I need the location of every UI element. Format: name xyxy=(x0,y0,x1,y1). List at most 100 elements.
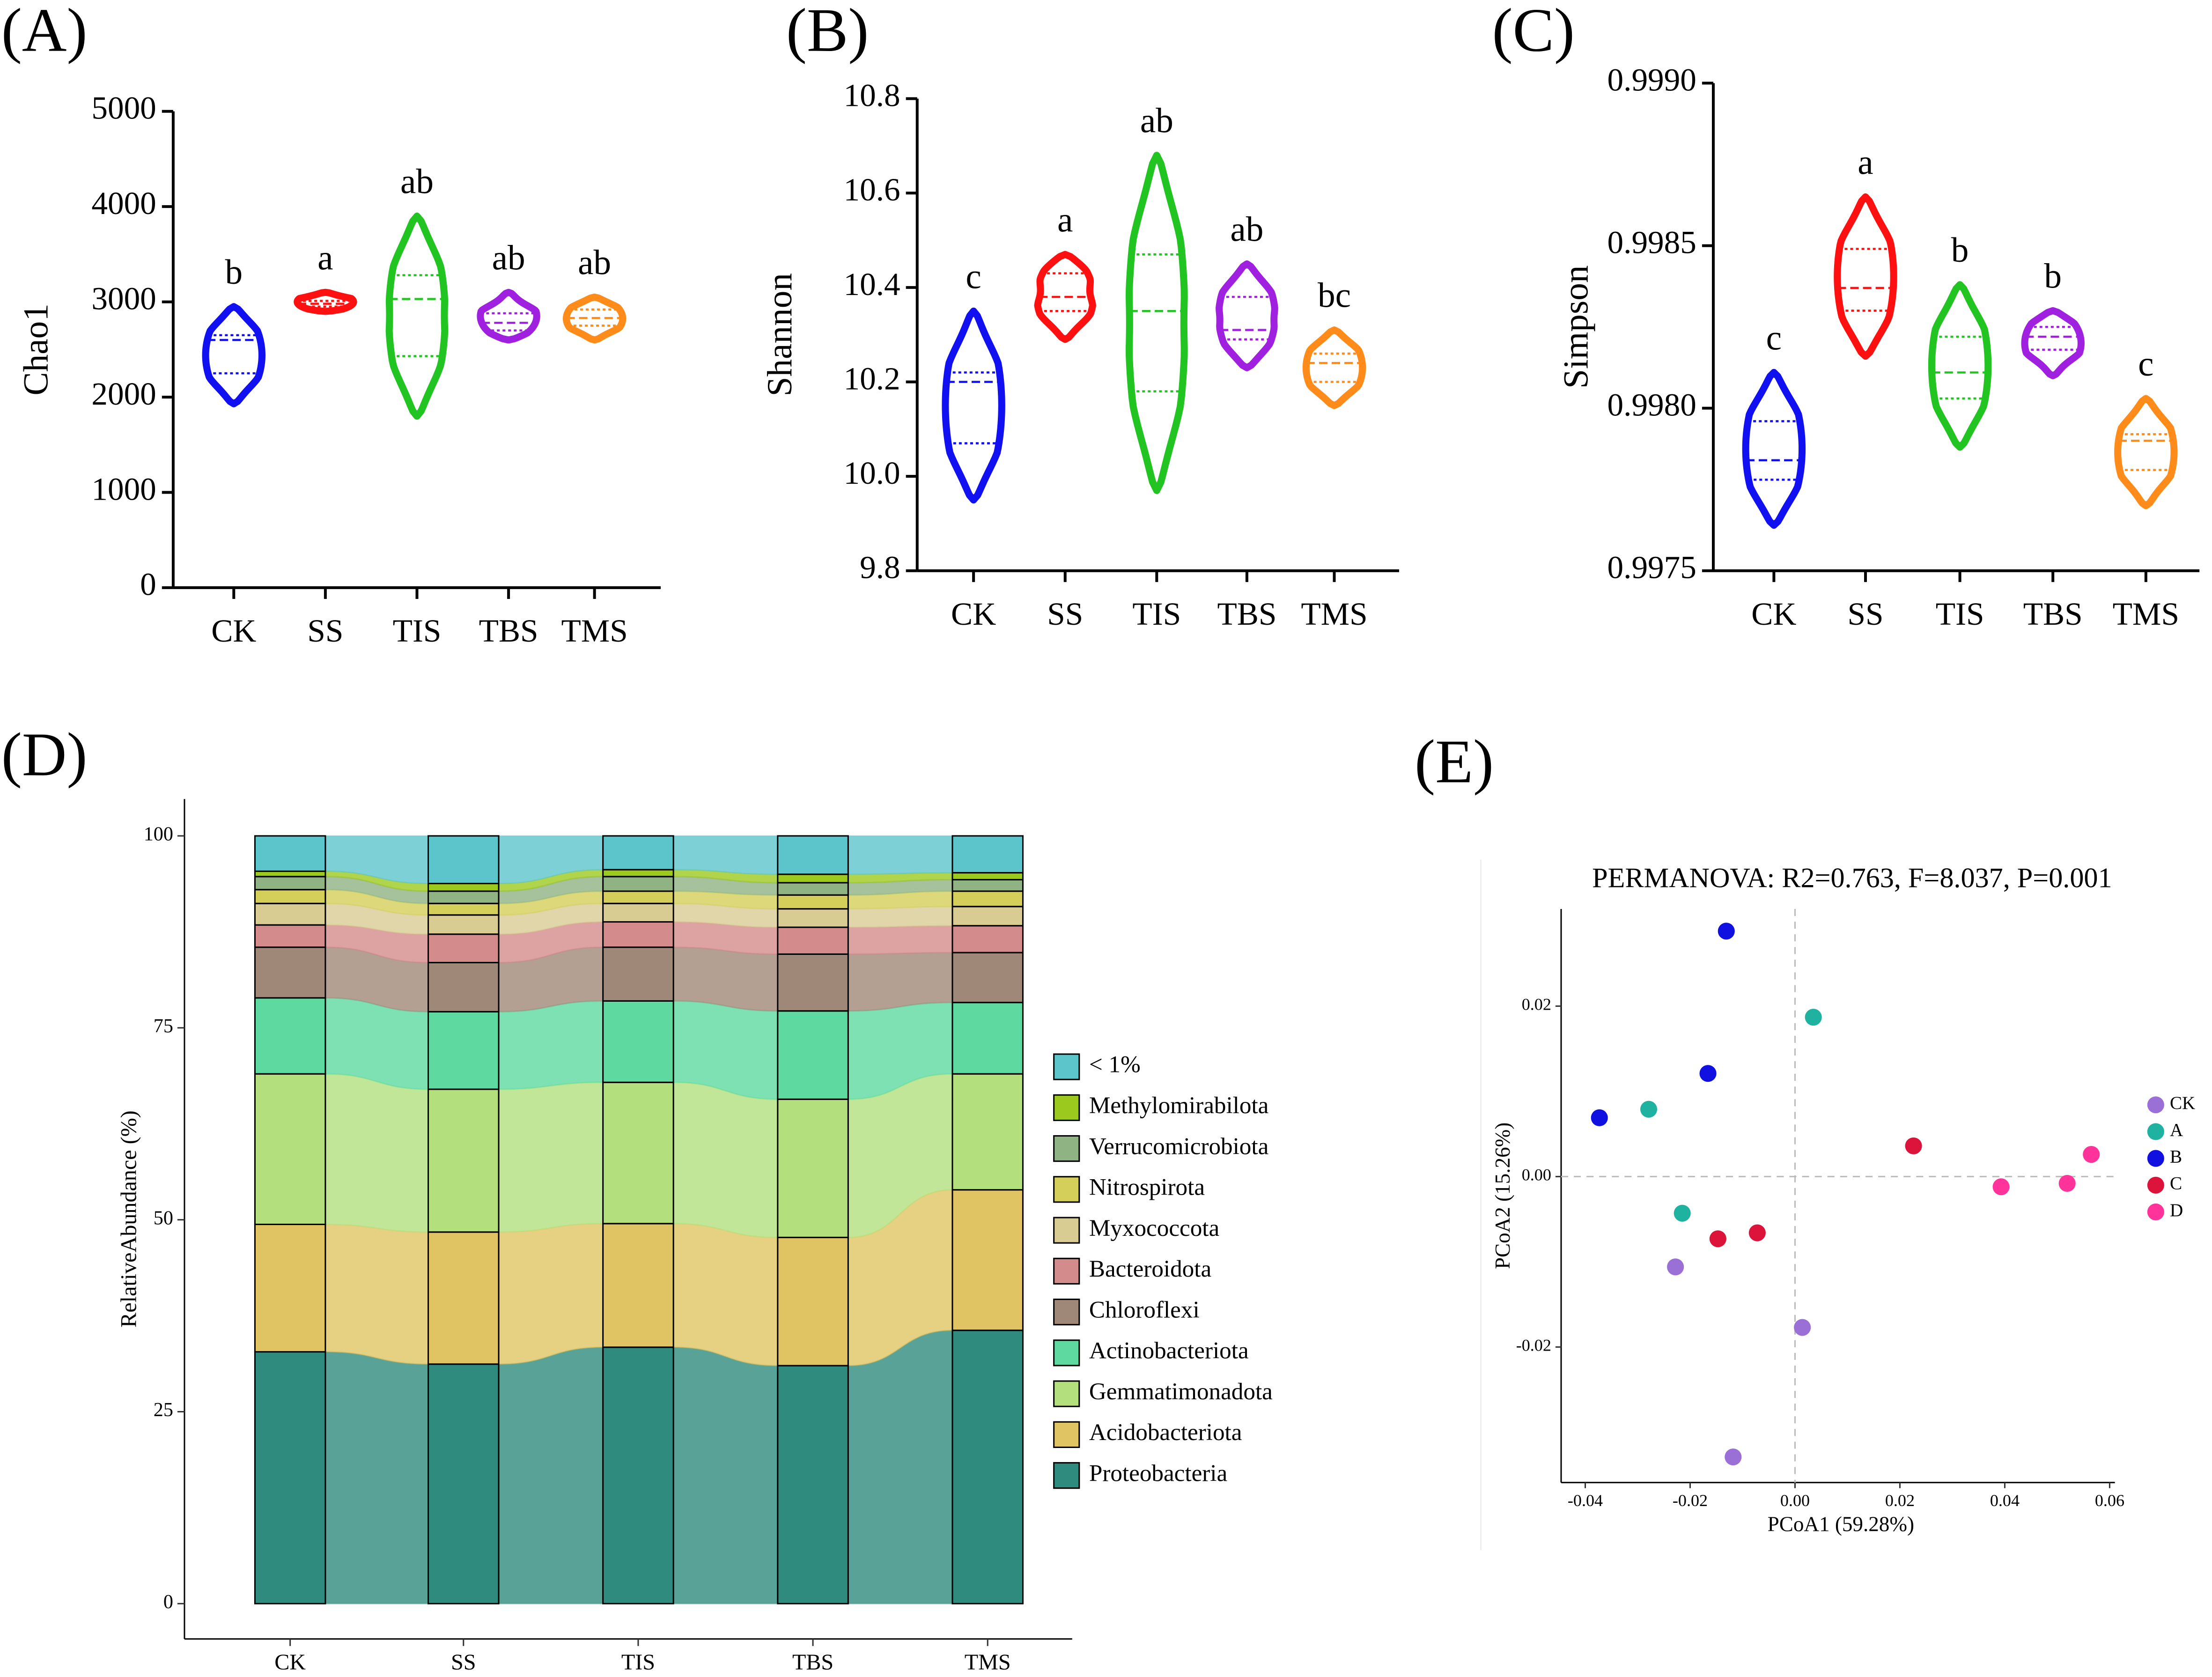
y-tick-label: 10.4 xyxy=(844,266,900,302)
violin xyxy=(562,293,627,344)
bar-segment xyxy=(428,1231,500,1365)
y-tick-label: 100 xyxy=(144,823,173,845)
flow xyxy=(324,1073,429,1233)
bar-segment xyxy=(254,1223,326,1353)
bar-segment xyxy=(254,946,326,999)
y-tick-label: 9.8 xyxy=(860,549,900,585)
bar-segment xyxy=(428,1088,500,1233)
violin xyxy=(1834,193,1897,360)
x-tick-label: SS xyxy=(307,613,343,649)
legend-label: Acidobacteriota xyxy=(1089,1419,1242,1446)
flow xyxy=(498,1000,604,1090)
legend-label: C xyxy=(2170,1174,2182,1194)
point xyxy=(1725,1448,1742,1466)
y-tick-label: 10.2 xyxy=(844,360,900,396)
bar-segment xyxy=(951,890,1024,908)
bar-segment xyxy=(428,933,500,963)
y-axis-label: RelativeAbundance (%) xyxy=(117,1110,141,1328)
y-tick-label: 0.9975 xyxy=(1607,549,1696,585)
y-tick-label: -0.02 xyxy=(1516,1336,1551,1355)
point xyxy=(1674,1204,1691,1222)
significance-letter: bc xyxy=(1318,276,1351,315)
legend-swatch xyxy=(1053,1176,1080,1203)
significance-letter: b xyxy=(225,253,243,292)
point xyxy=(1667,1258,1684,1276)
y-axis-label: Chao1 xyxy=(16,303,55,395)
bar-segment xyxy=(777,835,849,875)
bar-segment xyxy=(777,894,849,910)
bar-segment xyxy=(602,1081,674,1225)
y-axis-label: Simpson xyxy=(1556,265,1595,388)
flow xyxy=(847,1330,953,1604)
violin xyxy=(1302,326,1366,409)
y-tick-label: 0.02 xyxy=(1522,995,1551,1014)
panel-label: (B) xyxy=(786,0,869,65)
bar-segment xyxy=(777,926,849,955)
significance-letter: ab xyxy=(400,163,434,201)
x-tick-label: 0.06 xyxy=(2095,1491,2124,1510)
x-tick-label: CK xyxy=(211,613,256,649)
significance-letter: c xyxy=(2138,345,2153,384)
significance-letter: c xyxy=(966,257,981,296)
legend-label: Actinobacteriota xyxy=(1089,1337,1249,1364)
legend-label: Proteobacteria xyxy=(1089,1460,1227,1486)
x-tick-label: TIS xyxy=(1132,596,1181,632)
x-tick-label: -0.04 xyxy=(1568,1491,1603,1510)
point xyxy=(2083,1146,2100,1163)
legend-label: Bacteroidota xyxy=(1089,1256,1211,1282)
significance-letter: ab xyxy=(492,238,525,277)
bar-segment xyxy=(777,908,849,928)
x-tick-label: SS xyxy=(1847,596,1883,632)
bar-segment xyxy=(602,902,674,923)
y-tick-label: 3000 xyxy=(91,280,156,316)
violin xyxy=(942,307,1005,504)
legend-swatch xyxy=(1053,1380,1080,1407)
legend-swatch xyxy=(1053,1094,1080,1121)
legend-label: Methylomirabilota xyxy=(1089,1092,1268,1119)
violin xyxy=(1742,369,1806,529)
bar-segment xyxy=(951,906,1024,927)
bar-segment xyxy=(777,953,849,1012)
legend-label: Chloroflexi xyxy=(1089,1296,1200,1323)
x-tick-label: CK xyxy=(274,1650,306,1675)
legend-label: Verrucomicrobiota xyxy=(1089,1133,1268,1160)
bar-segment xyxy=(777,1010,849,1100)
flow xyxy=(498,1223,604,1365)
bar-segment xyxy=(428,1363,500,1604)
bar-segment xyxy=(777,873,849,884)
legend-marker xyxy=(2147,1123,2164,1140)
bar-segment xyxy=(602,1000,674,1083)
bar-segment xyxy=(951,925,1024,953)
significance-letter: ab xyxy=(1140,102,1173,140)
y-tick-label: 10.0 xyxy=(844,455,900,491)
bar-segment xyxy=(254,902,326,926)
bar-segment xyxy=(428,914,500,935)
legend-marker xyxy=(2147,1203,2164,1221)
legend-label: CK xyxy=(2170,1093,2195,1113)
violin xyxy=(1034,251,1096,343)
legend-marker xyxy=(2147,1096,2164,1114)
legend-label: Gemmatimonadota xyxy=(1089,1378,1273,1405)
violin xyxy=(477,288,540,344)
flow xyxy=(847,952,953,1012)
x-tick-label: TBS xyxy=(792,1650,833,1675)
legend-swatch xyxy=(1053,1257,1080,1285)
legend-swatch xyxy=(1053,1135,1080,1162)
point xyxy=(1718,923,1735,940)
bar-segment xyxy=(602,876,674,892)
y-tick-label: 1000 xyxy=(91,471,156,507)
x-tick-label: TBS xyxy=(1217,596,1276,632)
violin xyxy=(2021,307,2085,379)
y-tick-label: 0.9985 xyxy=(1607,224,1696,260)
y-tick-label: 0 xyxy=(163,1591,173,1613)
y-axis-label: Shannon xyxy=(760,273,799,396)
legend-marker xyxy=(2147,1150,2164,1167)
y-tick-label: 25 xyxy=(154,1399,173,1421)
x-tick-label: TBS xyxy=(479,613,538,649)
legend-marker xyxy=(2147,1176,2164,1194)
bar-segment xyxy=(602,946,674,1002)
x-tick-label: -0.02 xyxy=(1673,1491,1708,1510)
x-tick-label: 0.02 xyxy=(1885,1491,1915,1510)
